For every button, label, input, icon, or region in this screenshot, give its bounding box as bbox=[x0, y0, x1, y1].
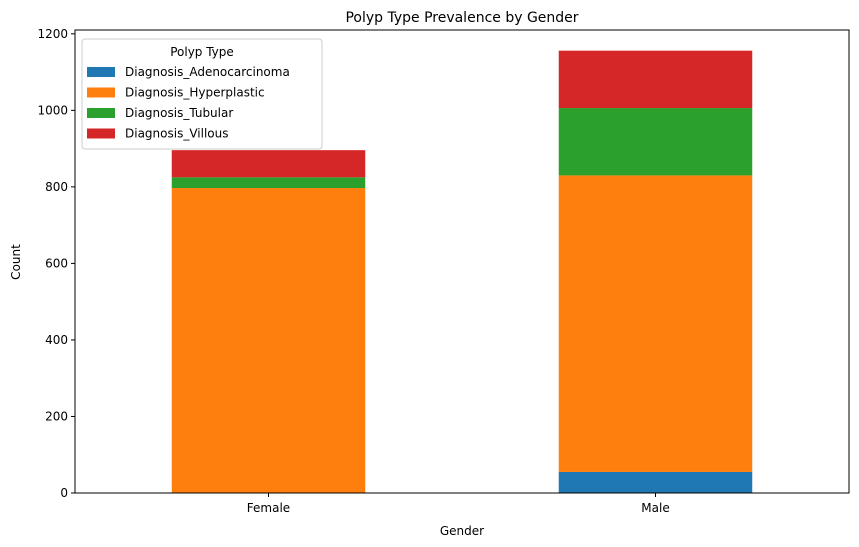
x-axis-label: Gender bbox=[440, 524, 484, 538]
legend-frame bbox=[81, 38, 323, 150]
bar-segment-female-diagnosis-villous bbox=[171, 150, 366, 178]
y-tick-label: 800 bbox=[45, 180, 68, 194]
legend-swatch bbox=[87, 128, 115, 139]
y-tick-label: 1000 bbox=[37, 103, 68, 117]
y-axis-label: Count bbox=[9, 244, 23, 280]
x-tick-label: Male bbox=[641, 501, 669, 515]
plot-frame bbox=[74, 29, 850, 494]
legend-swatch bbox=[87, 108, 115, 118]
x-tick-label: Female bbox=[247, 501, 290, 515]
y-tick-label: 0 bbox=[60, 486, 68, 500]
legend-title: Polyp Type bbox=[170, 45, 234, 59]
y-tick-label: 1200 bbox=[37, 27, 68, 41]
x-axis: Female Male bbox=[247, 493, 670, 515]
legend-entry-label: Diagnosis_Adenocarcinoma bbox=[125, 65, 290, 79]
chart-title: Polyp Type Prevalence by Gender bbox=[345, 10, 578, 26]
legend-swatch bbox=[87, 67, 115, 77]
legend-entry-label: Diagnosis_Villous bbox=[125, 127, 228, 141]
legend-entry-label: Diagnosis_Tubular bbox=[125, 106, 233, 120]
y-tick-label: 600 bbox=[45, 256, 68, 270]
bars-layer bbox=[171, 50, 753, 493]
legend-items: Diagnosis_Adenocarcinoma Diagnosis_Hyperp… bbox=[87, 65, 290, 141]
legend: Polyp Type Diagnosis_AdenocarcinomaDiagn… bbox=[81, 38, 323, 150]
y-tick-label: 400 bbox=[45, 333, 68, 347]
bar-segment-male-diagnosis-hyperplastic bbox=[558, 175, 753, 472]
bar-segment-female-diagnosis-hyperplastic bbox=[171, 188, 366, 493]
bar-segment-male-diagnosis-villous bbox=[558, 50, 753, 109]
y-axis: 0 200 400 600 800 1000 1200 bbox=[37, 27, 75, 500]
bar-segment-male-diagnosis-tubular bbox=[558, 108, 753, 176]
y-tick-label: 200 bbox=[45, 409, 68, 423]
bar-segment-male-diagnosis-adenocarcinoma bbox=[558, 471, 753, 493]
bar-segment-female-diagnosis-tubular bbox=[171, 177, 366, 189]
legend-entry-label: Diagnosis_Hyperplastic bbox=[125, 86, 265, 100]
legend-swatch bbox=[87, 87, 115, 98]
